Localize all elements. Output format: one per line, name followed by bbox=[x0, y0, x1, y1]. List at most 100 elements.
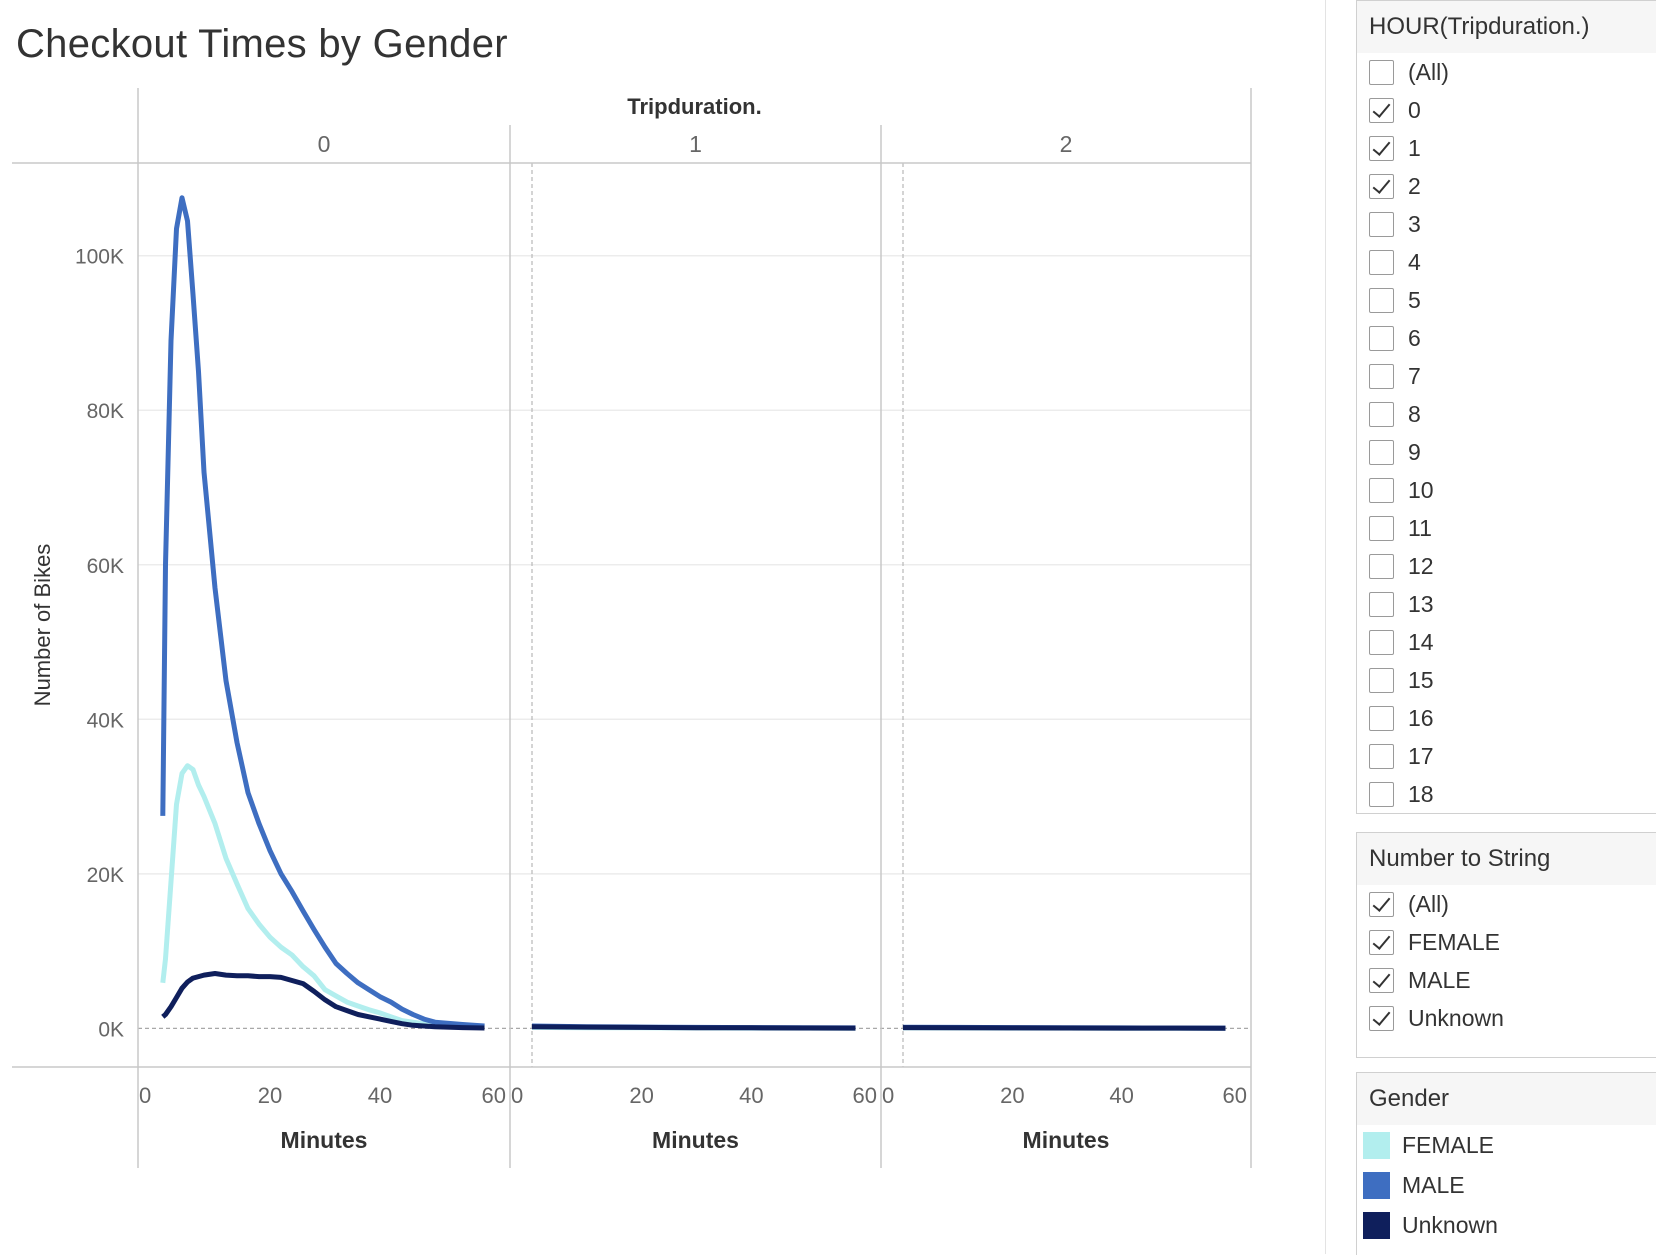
hour-filter-option[interactable]: 14 bbox=[1357, 623, 1656, 661]
legend-label: Unknown bbox=[1402, 1212, 1498, 1239]
x-tick-label: 20 bbox=[258, 1083, 282, 1108]
hour-filter-option[interactable]: 10 bbox=[1357, 471, 1656, 509]
gender-filter-option-label: Unknown bbox=[1408, 1005, 1504, 1032]
hour-filter-option[interactable]: 1 bbox=[1357, 129, 1656, 167]
hour-filter-option-label: 4 bbox=[1408, 249, 1421, 276]
hour-filter-option[interactable]: 5 bbox=[1357, 281, 1656, 319]
checkbox-unchecked[interactable] bbox=[1369, 60, 1394, 85]
y-tick-label: 0K bbox=[98, 1018, 124, 1041]
hour-filter-option-label: 9 bbox=[1408, 439, 1421, 466]
checkbox-unchecked[interactable] bbox=[1369, 440, 1394, 465]
hour-filter-option-label: 13 bbox=[1408, 591, 1434, 618]
checkbox-unchecked[interactable] bbox=[1369, 554, 1394, 579]
gender-filter-option-label: MALE bbox=[1408, 967, 1471, 994]
hour-filter-option-label: 6 bbox=[1408, 325, 1421, 352]
gender-filter-option[interactable]: MALE bbox=[1357, 961, 1656, 999]
series-line-unknown bbox=[532, 1027, 856, 1028]
checkbox-checked[interactable] bbox=[1369, 1006, 1394, 1031]
legend-item[interactable]: MALE bbox=[1357, 1165, 1656, 1205]
hour-filter-option[interactable]: 4 bbox=[1357, 243, 1656, 281]
panel-label: 2 bbox=[1060, 131, 1073, 157]
checkbox-unchecked[interactable] bbox=[1369, 326, 1394, 351]
checkbox-checked[interactable] bbox=[1369, 930, 1394, 955]
checkbox-unchecked[interactable] bbox=[1369, 364, 1394, 389]
checkbox-unchecked[interactable] bbox=[1369, 402, 1394, 427]
hour-filter-option-label: 17 bbox=[1408, 743, 1434, 770]
hour-filter-option[interactable]: 11 bbox=[1357, 509, 1656, 547]
checkbox-checked[interactable] bbox=[1369, 892, 1394, 917]
x-axis-title: Minutes bbox=[1023, 1127, 1110, 1153]
checkbox-unchecked[interactable] bbox=[1369, 288, 1394, 313]
hour-filter-option[interactable]: 13 bbox=[1357, 585, 1656, 623]
gender-filter-option[interactable]: Unknown bbox=[1357, 999, 1656, 1037]
legend-item[interactable]: FEMALE bbox=[1357, 1125, 1656, 1165]
checkbox-unchecked[interactable] bbox=[1369, 630, 1394, 655]
checkbox-checked[interactable] bbox=[1369, 136, 1394, 161]
hour-filter-option[interactable]: 6 bbox=[1357, 319, 1656, 357]
checkbox-unchecked[interactable] bbox=[1369, 478, 1394, 503]
hour-filter-option-label: 3 bbox=[1408, 211, 1421, 238]
series-line-unknown bbox=[903, 1028, 1226, 1029]
series-line-female bbox=[163, 766, 485, 1027]
y-axis-title: Number of Bikes bbox=[30, 544, 55, 707]
hour-filter-option[interactable]: 8 bbox=[1357, 395, 1656, 433]
hour-filter-option-label: 16 bbox=[1408, 705, 1434, 732]
hour-filter-option[interactable]: 17 bbox=[1357, 737, 1656, 775]
hour-filter-option[interactable]: 16 bbox=[1357, 699, 1656, 737]
checkbox-unchecked[interactable] bbox=[1369, 592, 1394, 617]
x-tick-label: 40 bbox=[1109, 1083, 1133, 1108]
hour-filter-option-label: 5 bbox=[1408, 287, 1421, 314]
x-axis-title: Minutes bbox=[281, 1127, 368, 1153]
legend-label: FEMALE bbox=[1402, 1132, 1494, 1159]
checkbox-unchecked[interactable] bbox=[1369, 744, 1394, 769]
hour-filter-option-label: 18 bbox=[1408, 781, 1434, 808]
hour-filter-option[interactable]: 12 bbox=[1357, 547, 1656, 585]
checkbox-unchecked[interactable] bbox=[1369, 782, 1394, 807]
series-line-male bbox=[163, 198, 485, 1026]
checkbox-checked[interactable] bbox=[1369, 98, 1394, 123]
x-tick-label: 60 bbox=[853, 1083, 877, 1108]
hour-filter-option-label: (All) bbox=[1408, 59, 1449, 86]
x-tick-label: 20 bbox=[629, 1083, 653, 1108]
hour-filter-option-label: 2 bbox=[1408, 173, 1421, 200]
hour-filter-option-label: 8 bbox=[1408, 401, 1421, 428]
x-tick-label: 60 bbox=[1223, 1083, 1247, 1108]
x-tick-label: 0 bbox=[139, 1083, 151, 1108]
hour-filter-option[interactable]: 7 bbox=[1357, 357, 1656, 395]
x-axis-title: Minutes bbox=[652, 1127, 739, 1153]
checkbox-unchecked[interactable] bbox=[1369, 250, 1394, 275]
hour-filter-option[interactable]: 3 bbox=[1357, 205, 1656, 243]
checkbox-unchecked[interactable] bbox=[1369, 706, 1394, 731]
panel-divider bbox=[1325, 0, 1326, 1254]
checkbox-checked[interactable] bbox=[1369, 174, 1394, 199]
checkbox-unchecked[interactable] bbox=[1369, 516, 1394, 541]
checkbox-unchecked[interactable] bbox=[1369, 212, 1394, 237]
hour-filter-option-label: 11 bbox=[1408, 515, 1432, 542]
number-to-string-filter-list[interactable]: (All)FEMALE MALE Unknown bbox=[1357, 885, 1656, 1037]
hour-filter-title: HOUR(Tripduration.) bbox=[1357, 1, 1656, 53]
hour-filter-option[interactable]: 2 bbox=[1357, 167, 1656, 205]
hour-filter-option[interactable]: 9 bbox=[1357, 433, 1656, 471]
x-tick-label: 40 bbox=[739, 1083, 763, 1108]
hour-filter-option-label: 0 bbox=[1408, 97, 1421, 124]
hour-filter-option-label: 14 bbox=[1408, 629, 1434, 656]
legend-item[interactable]: Unknown bbox=[1357, 1205, 1656, 1245]
gender-filter-option[interactable]: FEMALE bbox=[1357, 923, 1656, 961]
y-tick-label: 60K bbox=[87, 555, 124, 578]
x-tick-label: 0 bbox=[511, 1083, 523, 1108]
hour-filter-option-label: 12 bbox=[1408, 553, 1434, 580]
column-header: Tripduration. bbox=[627, 94, 761, 119]
legend-label: MALE bbox=[1402, 1172, 1465, 1199]
hour-filter-option[interactable]: (All) bbox=[1357, 53, 1656, 91]
checkbox-unchecked[interactable] bbox=[1369, 668, 1394, 693]
checkbox-checked[interactable] bbox=[1369, 968, 1394, 993]
hour-filter-option[interactable]: 0 bbox=[1357, 91, 1656, 129]
gender-filter-option[interactable]: (All) bbox=[1357, 885, 1656, 923]
hour-filter-option[interactable]: 15 bbox=[1357, 661, 1656, 699]
hour-filter-option[interactable]: 18 bbox=[1357, 775, 1656, 813]
y-tick-label: 20K bbox=[87, 864, 124, 887]
